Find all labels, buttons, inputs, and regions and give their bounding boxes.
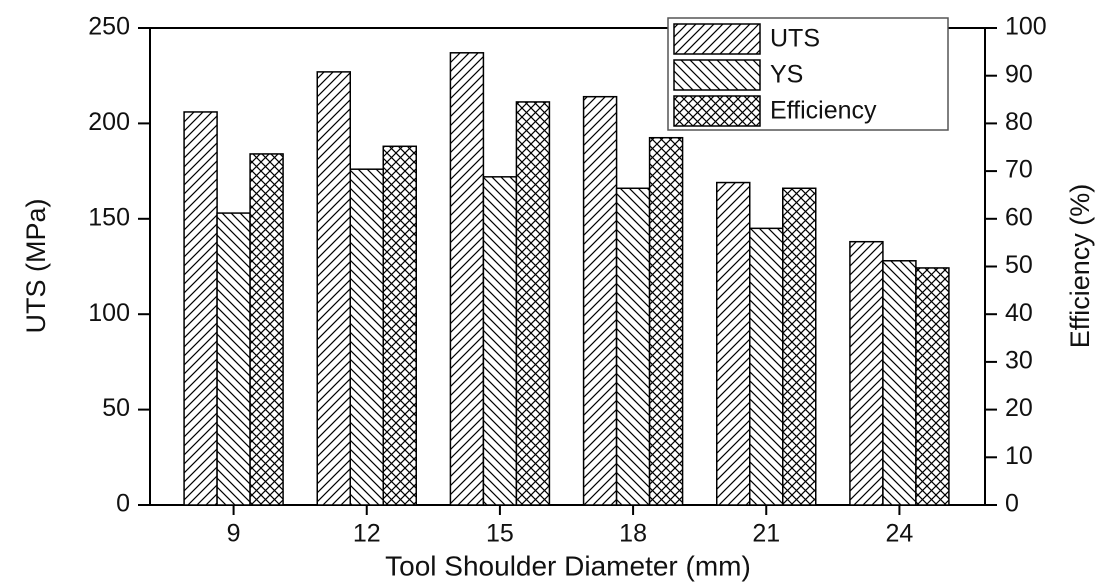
y2-tick-label: 60 xyxy=(1005,203,1033,231)
y-tick-label: 0 xyxy=(116,490,130,518)
x-tick-label: 24 xyxy=(886,520,914,548)
bar xyxy=(849,240,884,506)
x-tick-label: 15 xyxy=(486,520,514,548)
y-axis-label: UTS (MPa) xyxy=(21,199,51,334)
y2-tick-label: 10 xyxy=(1005,442,1033,470)
legend-label: UTS xyxy=(770,25,820,53)
bar xyxy=(915,267,950,506)
y2-tick-label: 50 xyxy=(1005,251,1033,279)
y2-tick-label: 20 xyxy=(1005,394,1033,422)
bar xyxy=(716,181,751,506)
bar xyxy=(382,145,417,506)
legend-swatch xyxy=(673,59,761,91)
y2-tick-label: 70 xyxy=(1005,156,1033,184)
y2-tick-label: 100 xyxy=(1005,13,1047,41)
bar xyxy=(515,101,551,506)
legend-label: Efficiency xyxy=(770,97,877,125)
bar xyxy=(782,187,817,506)
legend-label: YS xyxy=(770,61,803,89)
bar xyxy=(449,52,485,506)
bar xyxy=(183,111,218,506)
bar xyxy=(482,176,518,506)
bar xyxy=(349,168,384,506)
bar xyxy=(648,136,684,506)
bar xyxy=(749,227,784,506)
y-tick-label: 50 xyxy=(102,394,130,422)
y-tick-label: 200 xyxy=(88,108,130,136)
x-tick-label: 18 xyxy=(619,520,647,548)
x-axis-label: Tool Shoulder Diameter (mm) xyxy=(385,550,751,581)
y2-axis-label: Efficiency (%) xyxy=(1065,184,1095,349)
y-tick-label: 100 xyxy=(88,299,130,327)
x-tick-label: 9 xyxy=(227,520,241,548)
y-tick-label: 250 xyxy=(88,13,130,41)
y2-tick-label: 0 xyxy=(1005,490,1019,518)
bar xyxy=(316,71,351,506)
bar xyxy=(249,153,284,506)
y2-tick-label: 80 xyxy=(1005,108,1033,136)
bar xyxy=(615,187,651,506)
bar xyxy=(216,212,251,506)
legend-swatch xyxy=(673,95,761,127)
y-tick-label: 150 xyxy=(88,203,130,231)
y2-tick-label: 90 xyxy=(1005,60,1033,88)
bar xyxy=(582,95,618,506)
y2-tick-label: 30 xyxy=(1005,347,1033,375)
x-tick-label: 21 xyxy=(752,520,780,548)
x-tick-label: 12 xyxy=(353,520,381,548)
y2-tick-label: 40 xyxy=(1005,299,1033,327)
legend-swatch xyxy=(673,23,761,55)
bar xyxy=(882,260,917,506)
